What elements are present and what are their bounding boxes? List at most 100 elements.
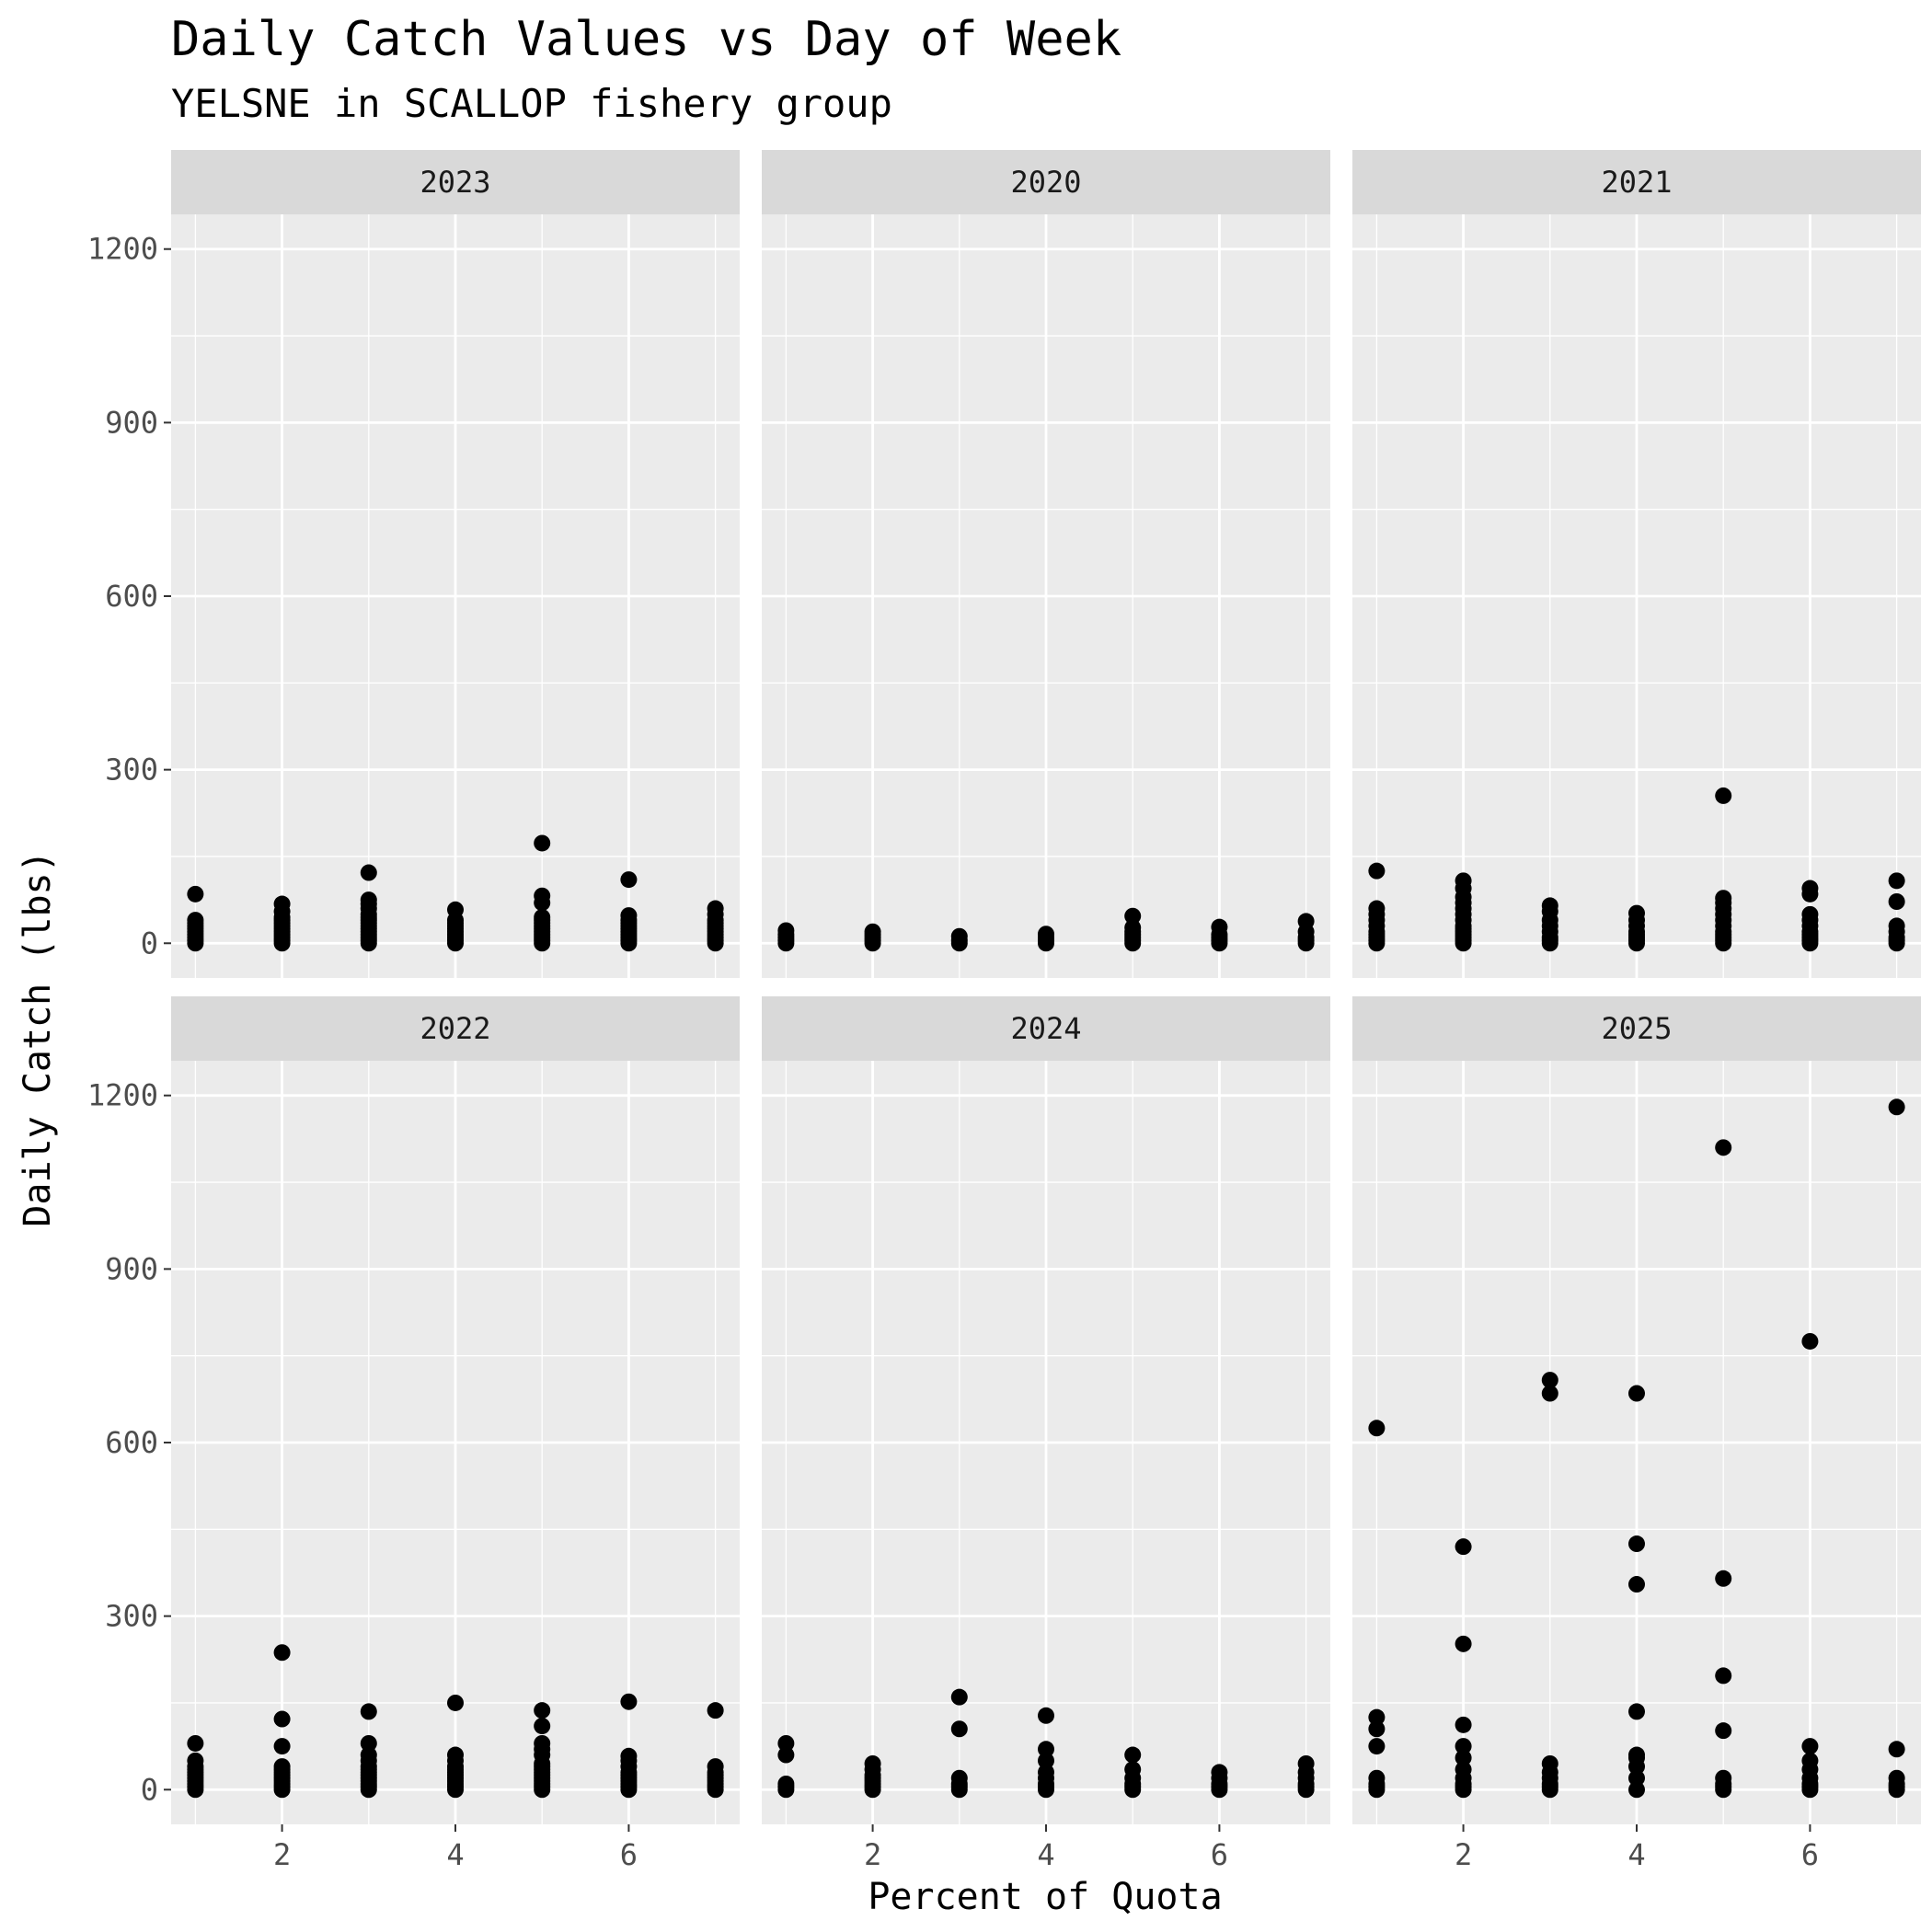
data-point <box>1628 1781 1645 1799</box>
data-point <box>777 1746 795 1764</box>
data-point <box>1801 1752 1819 1769</box>
data-point <box>360 1734 377 1752</box>
data-point <box>950 927 968 945</box>
data-point <box>1541 1385 1558 1402</box>
data-point <box>1038 1752 1054 1769</box>
facet-strip-label: 2025 <box>1601 1011 1672 1046</box>
data-point <box>534 834 551 852</box>
y-tick-label: 0 <box>141 1772 158 1807</box>
facet-panel-2022: 2022 0 300 600 900 1200 2 4 6 <box>87 996 740 1872</box>
facet-strip <box>762 996 1330 1061</box>
data-point <box>360 891 377 909</box>
y-tick-label: 300 <box>105 1599 158 1634</box>
chart-subtitle: YELSNE in SCALLOP fishery group <box>171 81 892 126</box>
data-point <box>620 871 638 889</box>
data-point <box>1541 1372 1558 1389</box>
data-point <box>1628 1385 1645 1402</box>
data-point <box>1628 1535 1645 1553</box>
data-point <box>447 1694 464 1711</box>
data-point <box>534 1718 551 1735</box>
data-point <box>1455 1738 1472 1755</box>
data-point <box>1368 1708 1386 1726</box>
facet-strip-label: 2023 <box>420 165 490 200</box>
data-point <box>1455 1635 1472 1652</box>
facet-panel-2021: 2021 <box>1352 150 1921 978</box>
data-point <box>1628 1576 1645 1593</box>
data-point <box>1628 1746 1645 1764</box>
data-point <box>187 885 204 903</box>
data-point <box>620 907 638 925</box>
data-point <box>620 1747 638 1765</box>
x-tick-label: 2 <box>273 1837 291 1872</box>
data-point <box>1038 1764 1054 1781</box>
data-point <box>1888 872 1905 890</box>
data-point <box>777 922 795 939</box>
data-point <box>1368 1420 1386 1437</box>
data-point <box>1541 1754 1558 1772</box>
data-point <box>777 1734 795 1752</box>
data-point <box>187 912 204 929</box>
x-tick-label: 4 <box>446 1837 464 1872</box>
data-point <box>1038 1741 1054 1758</box>
data-point <box>534 887 551 904</box>
facet-strip <box>1352 996 1921 1061</box>
y-tick-label: 300 <box>105 753 158 788</box>
data-point <box>1801 1738 1819 1755</box>
data-point <box>1038 926 1054 943</box>
data-point <box>1715 1769 1732 1787</box>
data-point <box>534 908 551 926</box>
data-point <box>1801 905 1819 923</box>
data-point <box>707 1758 724 1776</box>
data-point <box>1715 1139 1732 1156</box>
data-point <box>1368 900 1386 917</box>
facet-panels: 2023 0 300 600 900 1200 2020 2021 2022 0 300 600 900… <box>87 150 1921 1872</box>
facet-panel-2023: 2023 0 300 600 900 1200 <box>87 150 740 978</box>
data-point <box>447 901 464 918</box>
x-tick-label: 6 <box>1211 1837 1228 1872</box>
data-point <box>1211 918 1228 936</box>
data-point <box>1124 907 1142 925</box>
x-tick-label: 4 <box>1627 1837 1645 1872</box>
data-point <box>187 1734 204 1752</box>
data-point <box>1368 862 1386 880</box>
data-point <box>1888 893 1905 910</box>
x-tick-label: 6 <box>620 1837 638 1872</box>
data-point <box>950 1720 968 1738</box>
data-point <box>950 1688 968 1706</box>
y-tick-label: 600 <box>105 579 158 614</box>
data-point <box>273 1758 291 1776</box>
chart-title: Daily Catch Values vs Day of Week <box>171 12 1121 67</box>
facet-strip <box>762 150 1330 214</box>
facet-strip <box>171 150 740 214</box>
data-point <box>1455 1538 1472 1556</box>
data-point <box>1211 1764 1228 1781</box>
x-tick-label: 2 <box>1455 1837 1472 1872</box>
x-tick-label: 6 <box>1801 1837 1819 1872</box>
facet-strip <box>1352 150 1921 214</box>
x-axis-title: Percent of Quota <box>868 1876 1222 1918</box>
data-point <box>1801 880 1819 897</box>
y-tick-label: 600 <box>105 1425 158 1460</box>
data-point <box>360 864 377 881</box>
y-tick-label: 1200 <box>87 1078 158 1113</box>
data-point <box>273 1738 291 1755</box>
data-point <box>1888 1098 1905 1116</box>
data-point <box>864 1754 881 1772</box>
data-point <box>1801 1332 1819 1350</box>
data-point <box>1715 890 1732 907</box>
data-point <box>707 900 724 917</box>
y-tick-label: 900 <box>105 1251 158 1286</box>
data-point <box>1888 917 1905 935</box>
data-point <box>1455 1749 1472 1766</box>
facet-strip-label: 2021 <box>1601 165 1672 200</box>
data-point <box>1715 1722 1732 1740</box>
data-point <box>360 1703 377 1720</box>
data-point <box>1455 1761 1472 1778</box>
facet-strip-label: 2024 <box>1010 1011 1081 1046</box>
data-point <box>1297 1754 1315 1772</box>
facet-panel-2025: 2025 2 4 6 <box>1352 996 1921 1872</box>
data-point <box>1455 872 1472 890</box>
data-point <box>707 1702 724 1719</box>
data-point <box>447 1746 464 1764</box>
